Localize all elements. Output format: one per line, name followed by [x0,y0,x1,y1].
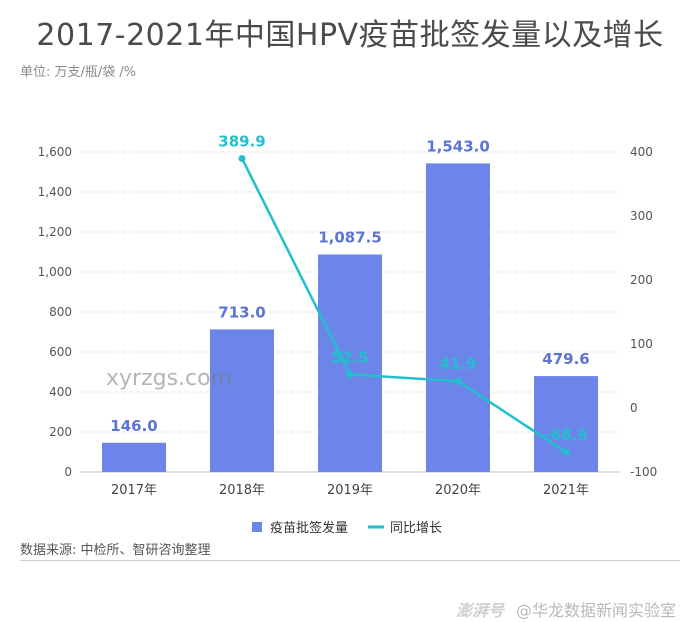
data-source: 数据来源: 中检所、智研咨询整理 [20,543,211,558]
bar [102,442,166,472]
growth-point [238,154,246,162]
watermark-brand: 澎湃号 [456,601,505,620]
combo-chart: 0 200 400 600 800 1,000 1,200 1,400 1,600 -100 0 10… [38,132,658,536]
x-tick-label: 2021年 [543,483,589,498]
legend-bar-swatch [252,522,262,532]
growth-point [346,370,354,378]
bar-value-label: 479.6 [542,350,589,368]
x-tick-label: 2018年 [219,483,265,498]
growth-point [454,377,462,385]
growth-value-label: 52.5 [331,348,368,366]
watermark-account: @华龙数据新闻实验室 [516,601,677,620]
y-left-tick-label: 1,200 [38,225,72,239]
growth-line [240,157,567,454]
growth-value-label: -68.9 [544,426,587,444]
bar-value-label: 1,543.0 [426,137,490,155]
x-tick-label: 2019年 [327,483,373,498]
bar-value-label: 1,087.5 [318,229,382,247]
y-left-tick-label: 800 [49,305,72,319]
y-right-tick-label: 300 [630,209,653,223]
bar-value-label: 713.0 [218,303,265,321]
y-left-tick-label: 400 [49,385,72,399]
y-left-tick-label: 600 [49,345,72,359]
chart-title: 2017-2021年中国HPV疫苗批签发量以及增长 [36,18,664,53]
legend-line-label: 同比增长 [390,521,442,536]
y-left-tick-label: 1,400 [38,185,72,199]
footer-divider [20,560,680,561]
x-tick-label: 2017年 [111,483,157,498]
growth-value-label: 389.9 [218,132,265,150]
y-left-tick-label: 0 [64,465,72,479]
y-left-tick-label: 1,000 [38,265,72,279]
y-left-tick-label: 200 [49,425,72,439]
bar [534,376,598,472]
x-tick-label: 2020年 [435,483,481,498]
y-right-tick-label: 0 [630,401,638,415]
bar [210,329,274,472]
y-right-tick-label: 200 [630,273,653,287]
unit-label: 单位: 万支/瓶/袋 /% [20,65,137,80]
y-right-tick-label: 100 [630,337,653,351]
bar-value-label: 146.0 [110,417,157,435]
legend-bar-label: 疫苗批签发量 [270,520,348,536]
growth-point [562,448,570,456]
bar [318,254,382,472]
y-right-tick-label: 400 [630,145,653,159]
bar [426,163,490,472]
y-left-tick-label: 1,600 [38,145,72,159]
site-watermark: xyrzgs.com [106,366,233,391]
growth-value-label: 41.9 [439,355,476,373]
y-right-tick-label: -100 [630,465,657,479]
